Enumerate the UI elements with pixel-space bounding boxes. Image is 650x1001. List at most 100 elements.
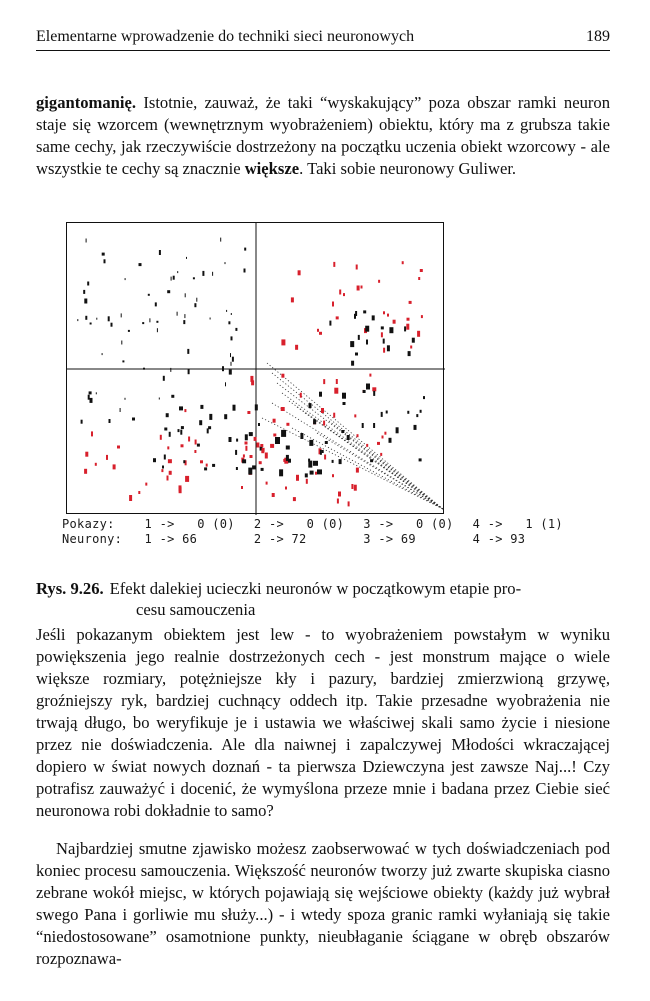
neuron-point-56 [184, 314, 186, 319]
neuron-point-179 [270, 443, 275, 448]
neuron-point-63 [401, 261, 404, 265]
neuron-point-53 [230, 336, 233, 341]
neuron-point-71 [335, 316, 339, 320]
neuron-point-208 [342, 392, 346, 399]
neuron-point-134 [162, 465, 164, 469]
neuron-point-147 [180, 426, 184, 430]
simulation-legend: Pokazy: 1 -> 0 (0) 2 -> 0 (0) 3 -> 0 (0)… [62, 517, 582, 547]
neuron-point-50 [107, 316, 110, 322]
neuron-point-219 [373, 423, 376, 428]
neuron-point-266 [281, 429, 287, 437]
neuron-point-243 [353, 484, 357, 491]
neuron-point-13 [138, 263, 142, 267]
neuron-point-39 [143, 367, 145, 370]
neuron-point-49 [228, 369, 232, 375]
legend-pokazy-3: 3 -> 0 (0) [363, 517, 454, 531]
neuron-point-73 [343, 293, 345, 297]
neuron-point-51 [225, 382, 226, 387]
neuron-point-40 [122, 360, 125, 363]
neuron-point-139 [200, 404, 204, 409]
neuron-point-135 [259, 446, 263, 451]
neuron-point-38 [101, 353, 103, 356]
neuron-point-225 [419, 409, 422, 413]
escape-trail-6 [304, 412, 444, 510]
neuron-point-235 [332, 474, 334, 478]
neuron-point-246 [242, 454, 245, 458]
neuron-point-279 [132, 417, 135, 421]
neuron-point-0 [77, 319, 79, 322]
neuron-point-138 [236, 438, 239, 442]
neuron-point-25 [103, 259, 106, 264]
neuron-point-65 [406, 323, 410, 330]
neuron-point-267 [288, 458, 291, 463]
legend-neurony-4: 4 -> 93 [472, 532, 526, 546]
legend-pokazy-2: 2 -> 0 (0) [253, 517, 345, 531]
neuron-point-228 [324, 441, 328, 444]
neuron-point-82 [387, 313, 389, 317]
neuron-point-9 [202, 270, 205, 276]
neuron-scatter-plot [66, 222, 445, 515]
neuron-point-133 [183, 460, 186, 464]
neuron-point-171 [256, 442, 260, 448]
neuron-point-12 [243, 268, 246, 273]
neuron-point-28 [167, 290, 171, 294]
neuron-point-185 [372, 387, 377, 392]
neuron-point-61 [281, 339, 286, 346]
legend-pokazy-4: 4 -> 1 (1) [472, 517, 563, 531]
neuron-point-141 [196, 443, 200, 447]
neuron-point-99 [411, 337, 415, 343]
neuron-point-104 [363, 310, 367, 314]
neuron-point-119 [159, 434, 162, 440]
neuron-point-115 [184, 409, 187, 413]
neuron-point-27 [124, 278, 126, 281]
neuron-point-231 [313, 419, 317, 425]
neuron-point-157 [254, 404, 258, 411]
neuron-point-91 [355, 311, 358, 316]
neuron-point-149 [209, 413, 213, 420]
neuron-point-23 [101, 252, 105, 256]
neuron-point-144 [235, 467, 238, 470]
neuron-point-22 [172, 275, 175, 280]
neuron-point-130 [177, 429, 180, 433]
neuron-point-155 [168, 431, 171, 437]
neuron-point-112 [161, 469, 164, 473]
neuron-point-47 [230, 361, 232, 366]
neuron-point-20 [170, 276, 172, 281]
legend-row-pokazy: Pokazy: 1 -> 0 (0) 2 -> 0 (0) 3 -> 0 (0)… [62, 517, 582, 532]
neuron-point-43 [127, 329, 130, 332]
neuron-point-152 [206, 428, 209, 434]
neuron-point-85 [333, 261, 336, 267]
neuron-point-248 [292, 497, 296, 502]
neuron-point-96 [351, 360, 355, 366]
escape-trail-9 [316, 432, 444, 510]
neuron-point-184 [272, 418, 276, 423]
neuron-point-131 [179, 406, 183, 411]
neuron-point-5 [177, 271, 179, 274]
neuron-point-1 [142, 322, 145, 325]
neuron-point-169 [265, 481, 268, 485]
neuron-point-54 [226, 309, 228, 312]
neuron-point-166 [264, 452, 268, 459]
neuron-point-220 [388, 437, 392, 443]
neuron-point-204 [373, 390, 376, 396]
neuron-point-244 [245, 445, 248, 451]
neuron-point-111 [129, 495, 133, 501]
neuron-point-55 [187, 369, 190, 375]
legend-neurony-3: 3 -> 69 [363, 532, 416, 546]
neuron-point-15 [209, 317, 211, 320]
neuron-point-45 [149, 318, 151, 323]
paragraph-1: gigantomanię. Istotnie, zauważ, że taki … [36, 92, 610, 180]
neuron-point-84 [356, 285, 360, 291]
escape-trail-1 [271, 372, 444, 510]
neuron-point-173 [185, 475, 190, 482]
neuron-point-258 [242, 459, 247, 464]
legend-neurony-2: 2 -> 72 [253, 532, 307, 546]
neuron-point-222 [319, 391, 322, 397]
neuron-point-233 [341, 430, 345, 433]
neuron-point-142 [235, 449, 238, 455]
neuron-point-249 [241, 486, 243, 489]
neuron-point-143 [180, 429, 183, 435]
neuron-point-221 [321, 450, 324, 453]
neuron-point-278 [80, 419, 83, 424]
neuron-point-37 [192, 277, 195, 280]
